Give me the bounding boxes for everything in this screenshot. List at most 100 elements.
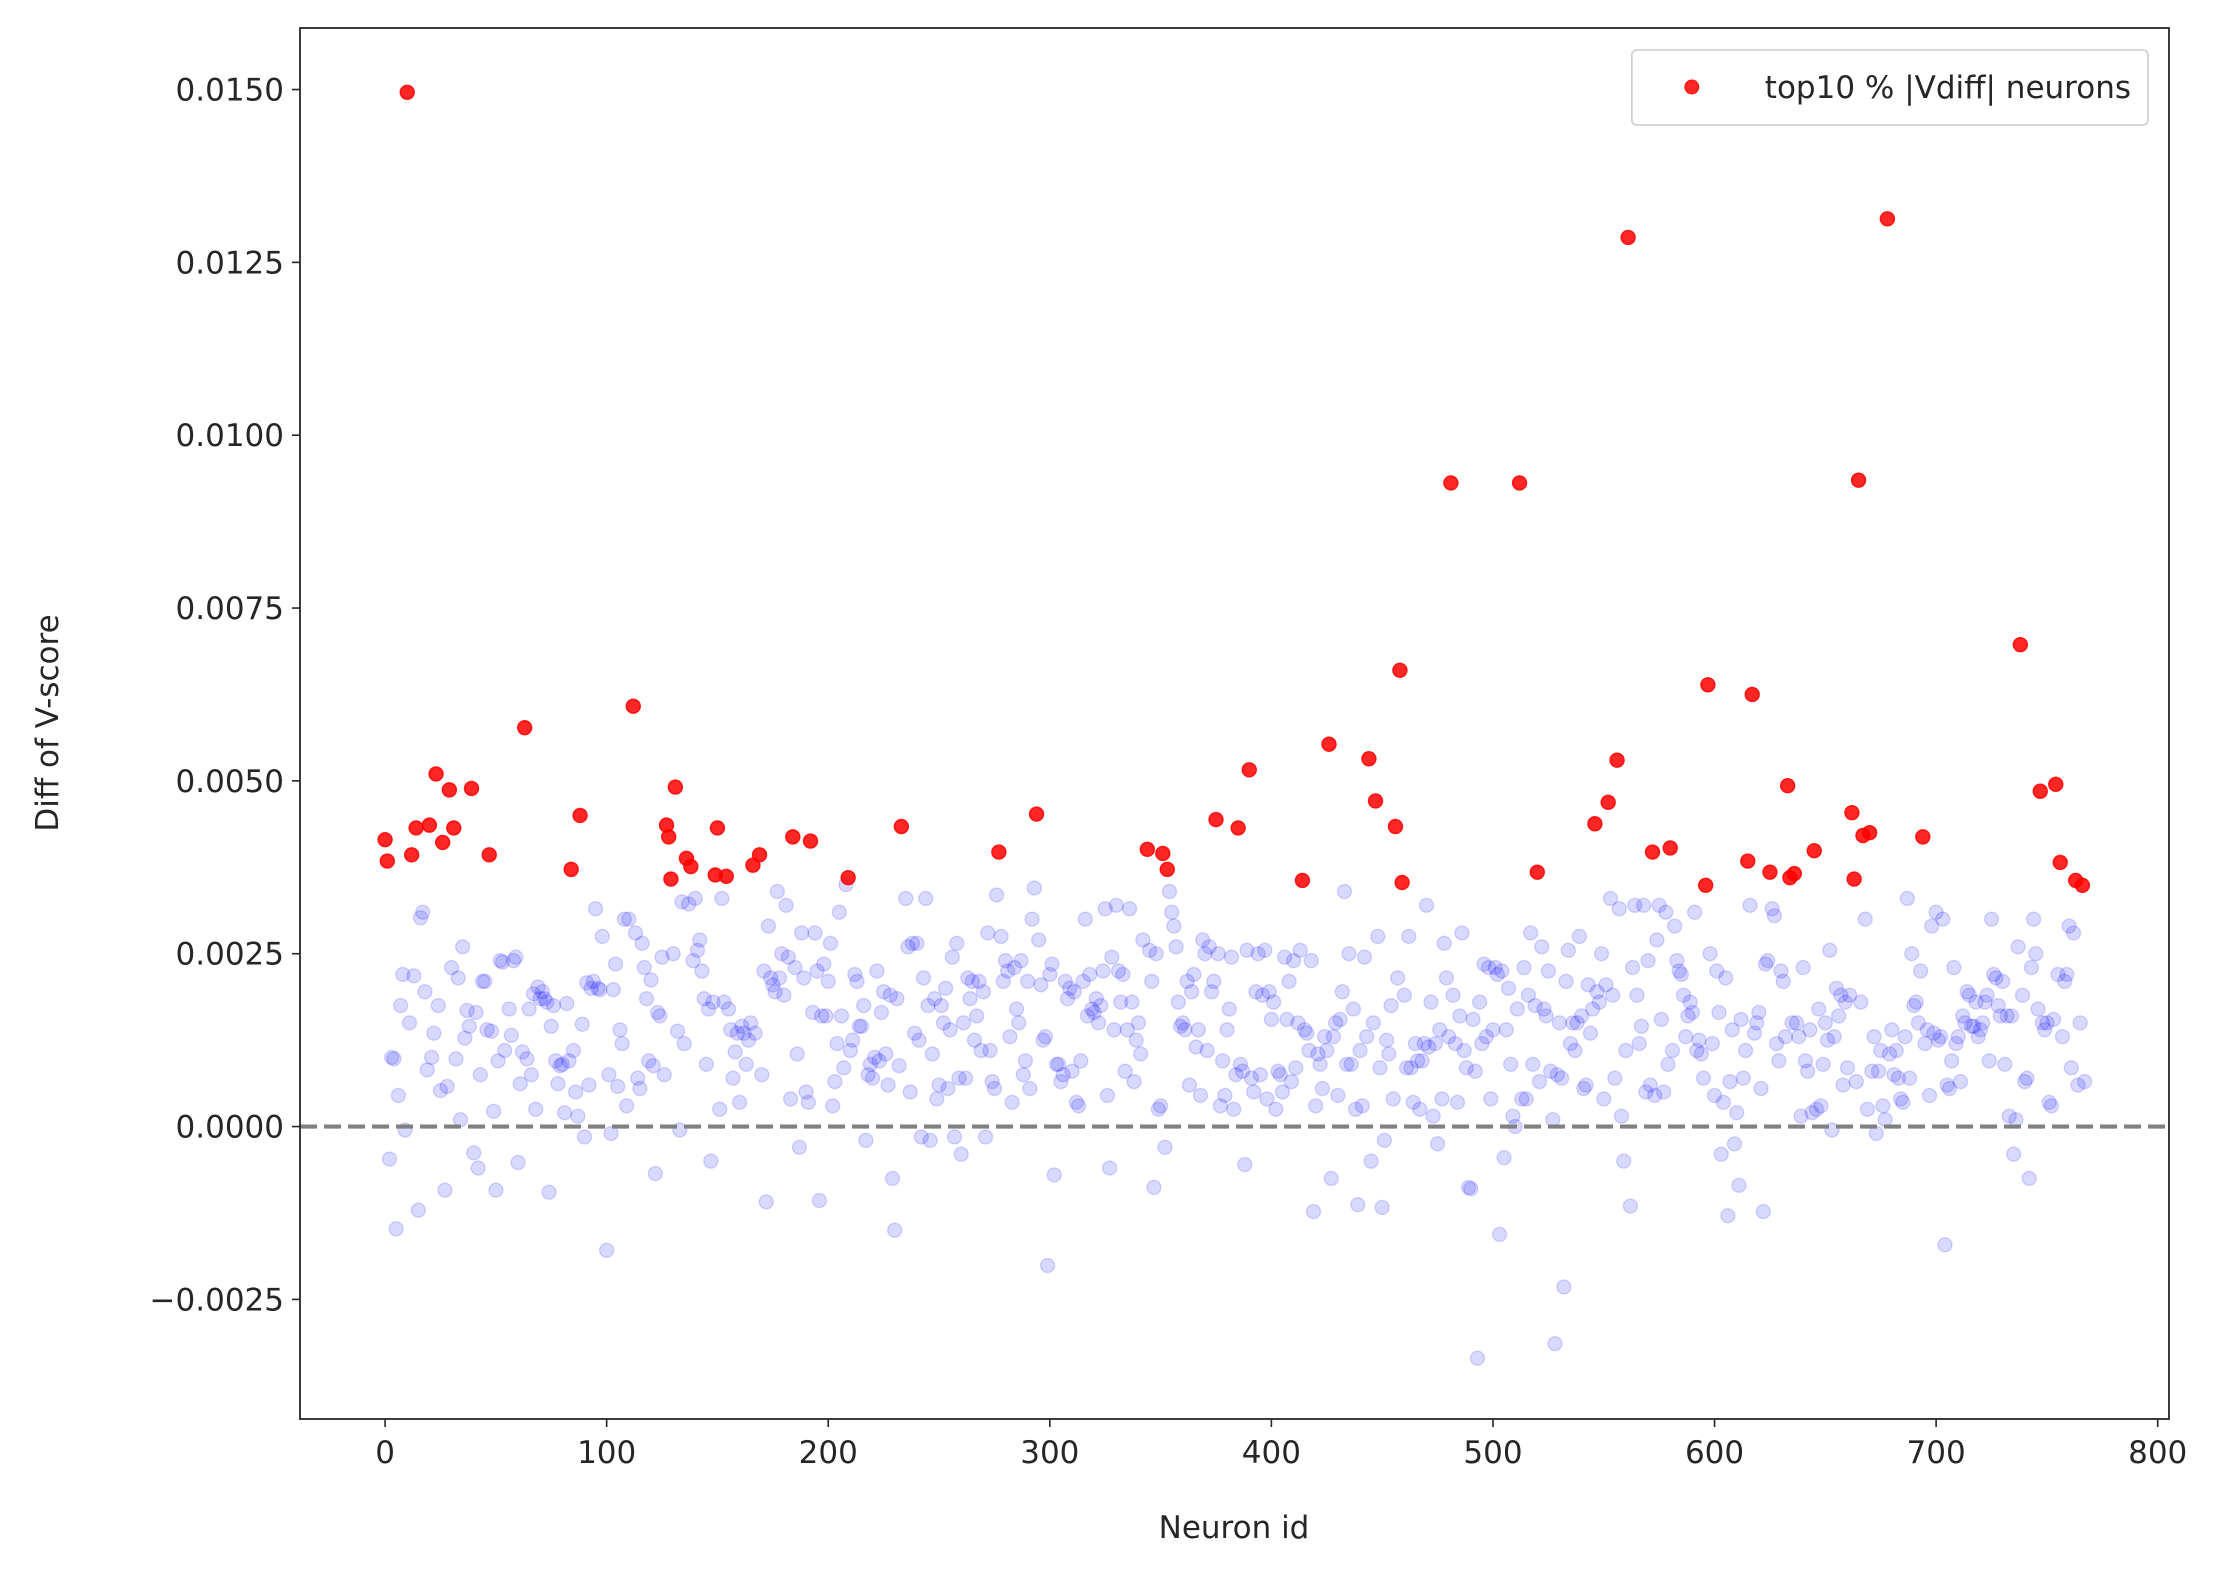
point xyxy=(1303,952,1319,969)
point xyxy=(1609,752,1625,768)
point xyxy=(399,84,415,100)
point xyxy=(612,1022,628,1038)
point xyxy=(1622,1198,1639,1214)
point xyxy=(1830,1008,1847,1024)
point xyxy=(1183,984,1200,1000)
point xyxy=(1374,1199,1390,1216)
point xyxy=(598,1242,615,1259)
point xyxy=(1509,1001,1526,1017)
point xyxy=(1791,1028,1807,1045)
point xyxy=(915,970,932,986)
point xyxy=(1062,980,1078,996)
point xyxy=(1697,877,1714,893)
point xyxy=(514,1044,531,1060)
point xyxy=(1000,963,1016,979)
point xyxy=(1396,987,1413,1003)
point xyxy=(503,1027,520,1043)
point xyxy=(929,1091,945,1107)
point xyxy=(1576,1080,1592,1097)
point xyxy=(1682,994,1698,1010)
point xyxy=(1587,816,1603,832)
point xyxy=(1135,932,1151,948)
point xyxy=(1717,970,1734,986)
point xyxy=(988,887,1005,903)
point xyxy=(1339,1056,1355,1073)
point xyxy=(1157,1139,1173,1155)
point xyxy=(836,1060,852,1076)
point xyxy=(654,949,670,965)
point xyxy=(1376,1132,1393,1149)
point xyxy=(1941,1080,1958,1097)
point xyxy=(1952,1073,1969,1090)
point xyxy=(1144,973,1160,990)
point xyxy=(523,1067,540,1083)
point xyxy=(2039,1015,2055,1031)
point xyxy=(1514,1091,1530,1107)
point xyxy=(760,918,777,934)
point xyxy=(1336,883,1353,900)
point xyxy=(955,1015,972,1031)
point xyxy=(1755,1203,1771,1220)
point xyxy=(822,935,839,952)
point xyxy=(1655,1084,1672,1100)
point xyxy=(1401,928,1417,945)
point xyxy=(1525,1056,1541,1073)
point xyxy=(1095,963,1111,979)
point xyxy=(1128,1032,1144,1048)
point xyxy=(787,959,803,976)
point xyxy=(1305,1203,1322,1220)
point xyxy=(1618,1042,1634,1059)
point xyxy=(636,959,653,976)
point xyxy=(1766,907,1783,924)
point xyxy=(1321,736,1337,752)
point xyxy=(1316,1028,1333,1045)
point xyxy=(1480,959,1497,976)
point xyxy=(1491,1226,1508,1243)
point xyxy=(530,979,546,995)
point xyxy=(1664,1042,1681,1059)
point xyxy=(1946,959,1962,976)
point xyxy=(1979,987,1995,1003)
point xyxy=(410,1202,427,1218)
point xyxy=(1155,845,1171,862)
point xyxy=(645,1058,661,1074)
point xyxy=(758,1194,774,1210)
point xyxy=(1518,1091,1534,1107)
point xyxy=(1456,1042,1472,1059)
point xyxy=(516,719,533,736)
point xyxy=(1274,1084,1291,1100)
point xyxy=(576,1129,593,1145)
plot-area xyxy=(300,84,2169,1366)
point xyxy=(1440,1028,1457,1045)
point xyxy=(632,1080,648,1097)
point xyxy=(940,1080,956,1097)
point xyxy=(1658,904,1674,920)
x-tick-label: 300 xyxy=(1020,1435,1079,1471)
point xyxy=(1445,987,1461,1003)
point xyxy=(1261,984,1277,1000)
point xyxy=(984,1073,1000,1090)
x-tick-label: 400 xyxy=(1242,1435,1301,1471)
point xyxy=(1740,853,1756,869)
point xyxy=(1427,1035,1444,1052)
point xyxy=(649,1004,666,1021)
point xyxy=(871,1053,887,1069)
point xyxy=(1866,1028,1882,1045)
point xyxy=(802,833,819,849)
point xyxy=(1908,994,1924,1010)
point xyxy=(1584,1001,1601,1017)
point xyxy=(1418,897,1435,914)
point xyxy=(1684,1004,1701,1021)
point xyxy=(1729,1105,1745,1121)
point xyxy=(479,1022,495,1038)
point xyxy=(1890,1070,1907,1086)
point xyxy=(1567,1042,1583,1059)
point xyxy=(1600,794,1616,811)
point xyxy=(406,968,422,984)
point xyxy=(1923,918,1940,934)
point xyxy=(1161,883,1178,900)
point xyxy=(1325,1028,1342,1045)
point xyxy=(1899,890,1916,907)
point xyxy=(1795,959,1811,976)
